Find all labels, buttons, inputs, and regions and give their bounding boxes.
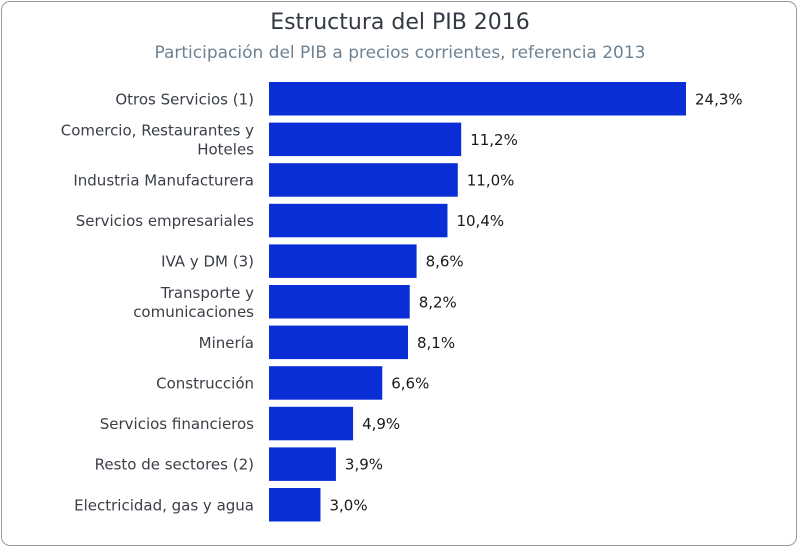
category-label: Otros Servicios (1) (115, 90, 254, 108)
bar (269, 447, 336, 481)
category-label: Electricidad, gas y agua (74, 496, 254, 514)
category-label: Resto de sectores (2) (95, 456, 254, 474)
bar-value-label: 11,0% (467, 171, 515, 189)
category-label: Minería (199, 334, 254, 352)
category-label: Transporte y comunicaciones (133, 284, 254, 321)
bar (269, 488, 321, 522)
category-label: Servicios empresariales (76, 212, 254, 230)
bar-value-label: 11,2% (470, 131, 518, 149)
bar-value-label: 8,2% (419, 293, 457, 311)
category-label: Comercio, Restaurantes y Hoteles (61, 121, 254, 158)
bar (269, 122, 462, 157)
bar-value-label: 6,6% (391, 374, 429, 392)
bar (269, 82, 686, 116)
category-label: Servicios financieros (100, 415, 254, 433)
bar (269, 163, 458, 197)
category-label: IVA y DM (3) (161, 253, 254, 271)
bar (269, 325, 408, 360)
bar-value-label: 10,4% (456, 212, 504, 230)
category-label: Industria Manufacturera (73, 171, 254, 189)
bar (269, 285, 410, 319)
chart-subtitle: Participación del PIB a precios corrient… (154, 43, 646, 63)
bar-value-label: 24,3% (695, 90, 743, 108)
bar-value-label: 8,1% (417, 334, 455, 352)
bar (269, 203, 448, 238)
bar-value-label: 3,0% (329, 496, 367, 514)
bar-value-label: 4,9% (362, 415, 400, 433)
chart-title: Estructura del PIB 2016 (270, 10, 530, 35)
bar-value-label: 8,6% (426, 253, 464, 271)
bar-value-label: 3,9% (345, 456, 383, 474)
bar (269, 406, 354, 441)
bar (269, 366, 383, 400)
category-label: Construcción (156, 374, 254, 392)
bar (269, 244, 417, 278)
